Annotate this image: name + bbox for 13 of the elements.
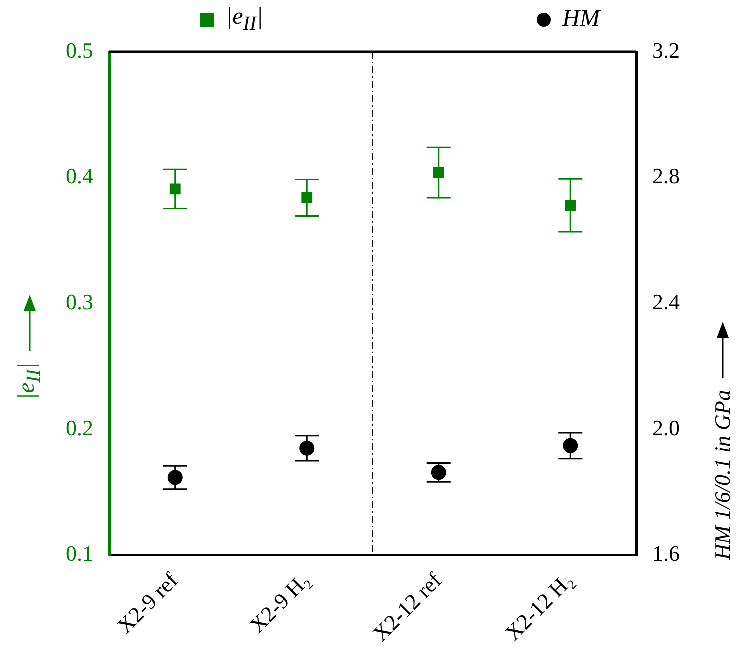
y2-tick-label: 2.0 (652, 415, 680, 440)
y-tick-label: 0.4 (66, 164, 94, 189)
y-tick-label: 0.1 (66, 541, 94, 566)
y2-axis-title: HM 1/6/0.1 in GPa (709, 390, 736, 560)
y2-tick-label: 2.8 (652, 164, 680, 189)
y-tick-label: 0.3 (66, 289, 94, 314)
y2-tick-label: 2.4 (652, 289, 680, 314)
y2-tick-label: 3.2 (652, 38, 680, 63)
legend-label: HM (562, 6, 600, 34)
legend-label: |e$_{II}$| (226, 4, 264, 36)
y-tick-label: 0.5 (66, 38, 94, 63)
y2-tick-label: 1.6 (652, 541, 680, 566)
y-tick-label: 0.2 (66, 415, 94, 440)
